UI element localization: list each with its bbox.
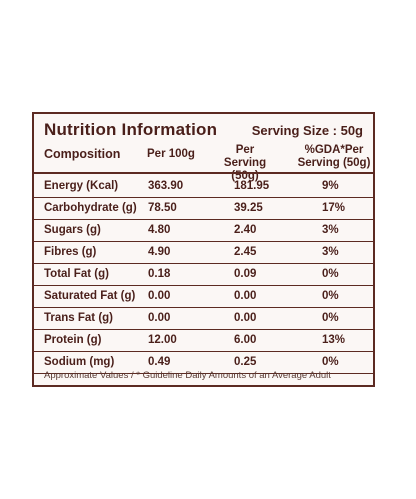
serving-size: Serving Size : 50g [251, 123, 363, 138]
header-gda: %GDA*Per Serving (50g) [294, 144, 374, 170]
value-gda: 0% [322, 356, 339, 368]
nutrient-name: Sugars (g) [44, 224, 101, 236]
table-row: Fibres (g) 4.90 2.45 3% [34, 242, 373, 264]
value-gda: 17% [322, 202, 346, 214]
value-per-100g: 0.49 [148, 356, 171, 368]
header-per-100g: Per 100g [147, 148, 195, 160]
value-per-100g: 12.00 [148, 334, 177, 346]
value-gda: 0% [322, 312, 339, 324]
header-gda-line2: Serving (50g) [297, 157, 371, 169]
nutrient-name: Sodium (mg) [44, 356, 115, 368]
nutrient-name: Carbohydrate (g) [44, 202, 137, 214]
label-title: Nutrition Information [44, 120, 218, 139]
value-per-100g: 0.00 [148, 290, 171, 302]
nutrient-name: Saturated Fat (g) [44, 290, 136, 302]
value-per-100g: 4.80 [148, 224, 171, 236]
table-row: Sugars (g) 4.80 2.40 3% [34, 220, 373, 242]
nutrient-name: Protein (g) [44, 334, 102, 346]
value-per-100g: 78.50 [148, 202, 177, 214]
value-gda: 0% [322, 290, 339, 302]
table-row: Protein (g) 12.00 6.00 13% [34, 330, 373, 352]
nutrient-name: Energy (Kcal) [44, 180, 119, 192]
value-per-serving: 0.25 [234, 356, 257, 368]
table-row: Sodium (mg) 0.49 0.25 0% [34, 352, 373, 374]
value-gda: 3% [322, 246, 339, 258]
value-per-serving: 39.25 [234, 202, 263, 214]
table-row: Trans Fat (g) 0.00 0.00 0% [34, 308, 373, 330]
value-per-serving: 0.00 [234, 312, 257, 324]
value-gda: 13% [322, 334, 346, 346]
value-per-100g: 0.00 [148, 312, 171, 324]
footnote: Approximate Values / * Guideline Daily A… [44, 370, 331, 381]
nutrient-rows: Energy (Kcal) 363.90 181.95 9% Carbohydr… [34, 176, 373, 374]
header-gda-line1: %GDA*Per [304, 144, 364, 156]
value-per-100g: 4.90 [148, 246, 171, 258]
value-per-serving: 0.09 [234, 268, 257, 280]
nutrient-name: Fibres (g) [44, 246, 97, 258]
value-gda: 0% [322, 268, 339, 280]
value-per-serving: 6.00 [234, 334, 257, 346]
table-row: Energy (Kcal) 363.90 181.95 9% [34, 176, 373, 198]
nutrition-label: Nutrition Information Serving Size : 50g… [32, 112, 375, 387]
value-per-serving: 2.45 [234, 246, 257, 258]
value-per-serving: 181.95 [234, 180, 270, 192]
table-row: Total Fat (g) 0.18 0.09 0% [34, 264, 373, 286]
value-gda: 9% [322, 180, 339, 192]
value-per-100g: 363.90 [148, 180, 184, 192]
header-divider [34, 172, 373, 174]
table-row: Carbohydrate (g) 78.50 39.25 17% [34, 198, 373, 220]
nutrient-name: Total Fat (g) [44, 268, 109, 280]
nutrient-name: Trans Fat (g) [44, 312, 114, 324]
value-per-serving: 2.40 [234, 224, 257, 236]
header-per-serving-line1: Per Serving [223, 144, 267, 169]
value-gda: 3% [322, 224, 339, 236]
header-composition: Composition [44, 147, 121, 161]
table-row: Saturated Fat (g) 0.00 0.00 0% [34, 286, 373, 308]
value-per-serving: 0.00 [234, 290, 257, 302]
value-per-100g: 0.18 [148, 268, 171, 280]
